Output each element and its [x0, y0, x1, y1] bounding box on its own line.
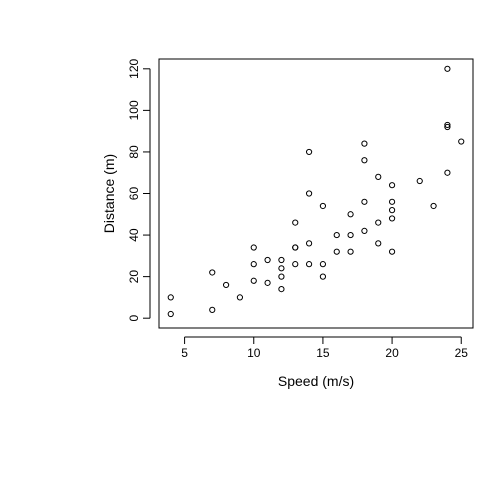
data-point — [278, 265, 285, 272]
x-tick-label: 25 — [455, 346, 469, 360]
x-tick-label: 15 — [316, 346, 330, 360]
data-point — [236, 294, 244, 301]
y-tick-label: 100 — [127, 100, 141, 120]
y-axis: 0 20 40 60 80 100 120 — [127, 58, 151, 322]
data-point — [458, 138, 465, 145]
data-point — [209, 269, 216, 276]
data-point — [319, 261, 327, 268]
data-point — [222, 281, 230, 289]
data-point — [444, 65, 451, 72]
data-point — [319, 202, 327, 210]
data-point — [416, 177, 423, 185]
data-point — [375, 219, 382, 226]
data-point — [388, 215, 396, 222]
data-point — [292, 219, 299, 226]
data-points — [167, 65, 465, 318]
data-point — [250, 244, 257, 251]
data-point — [361, 198, 368, 205]
data-point — [305, 240, 313, 247]
data-point — [278, 285, 285, 293]
data-point — [388, 248, 396, 255]
data-point — [347, 248, 354, 255]
data-point — [305, 148, 313, 156]
data-point — [388, 198, 396, 205]
data-point — [375, 240, 382, 247]
y-tick-label: 40 — [127, 228, 141, 242]
data-point — [347, 231, 354, 239]
x-tick-label: 20 — [385, 346, 399, 360]
x-tick-label: 10 — [247, 346, 261, 360]
data-point — [292, 261, 299, 268]
data-point — [333, 231, 340, 239]
data-point — [361, 157, 368, 164]
data-point — [167, 310, 174, 318]
data-point — [292, 244, 299, 251]
data-point — [264, 256, 271, 264]
x-axis-label: Speed (m/s) — [278, 373, 354, 389]
data-point — [209, 306, 216, 313]
y-tick-label: 20 — [127, 270, 141, 284]
data-point — [305, 190, 313, 197]
y-axis-label: Distance (m) — [101, 154, 117, 233]
data-point — [250, 277, 257, 284]
data-point — [444, 121, 451, 129]
data-point — [430, 202, 437, 210]
data-point — [361, 140, 368, 147]
x-axis: 5 10 15 20 25 — [181, 336, 469, 360]
data-point — [444, 123, 451, 131]
y-tick-label: 80 — [127, 145, 141, 159]
data-point — [388, 182, 396, 189]
y-tick-label: 0 — [127, 315, 141, 322]
data-point — [167, 294, 174, 301]
data-point — [250, 261, 257, 268]
y-tick-label: 60 — [127, 187, 141, 201]
x-tick-label: 5 — [181, 346, 188, 360]
data-point — [278, 273, 285, 280]
data-point — [305, 261, 313, 268]
data-point — [278, 256, 285, 264]
data-point — [347, 211, 354, 218]
data-point — [319, 273, 327, 280]
data-point — [388, 207, 396, 214]
plot-frame — [158, 58, 474, 329]
data-point — [264, 279, 271, 286]
y-tick-label: 120 — [127, 58, 141, 78]
data-point — [361, 227, 368, 235]
data-point — [444, 169, 451, 176]
data-point — [375, 173, 382, 180]
data-point — [333, 248, 340, 255]
